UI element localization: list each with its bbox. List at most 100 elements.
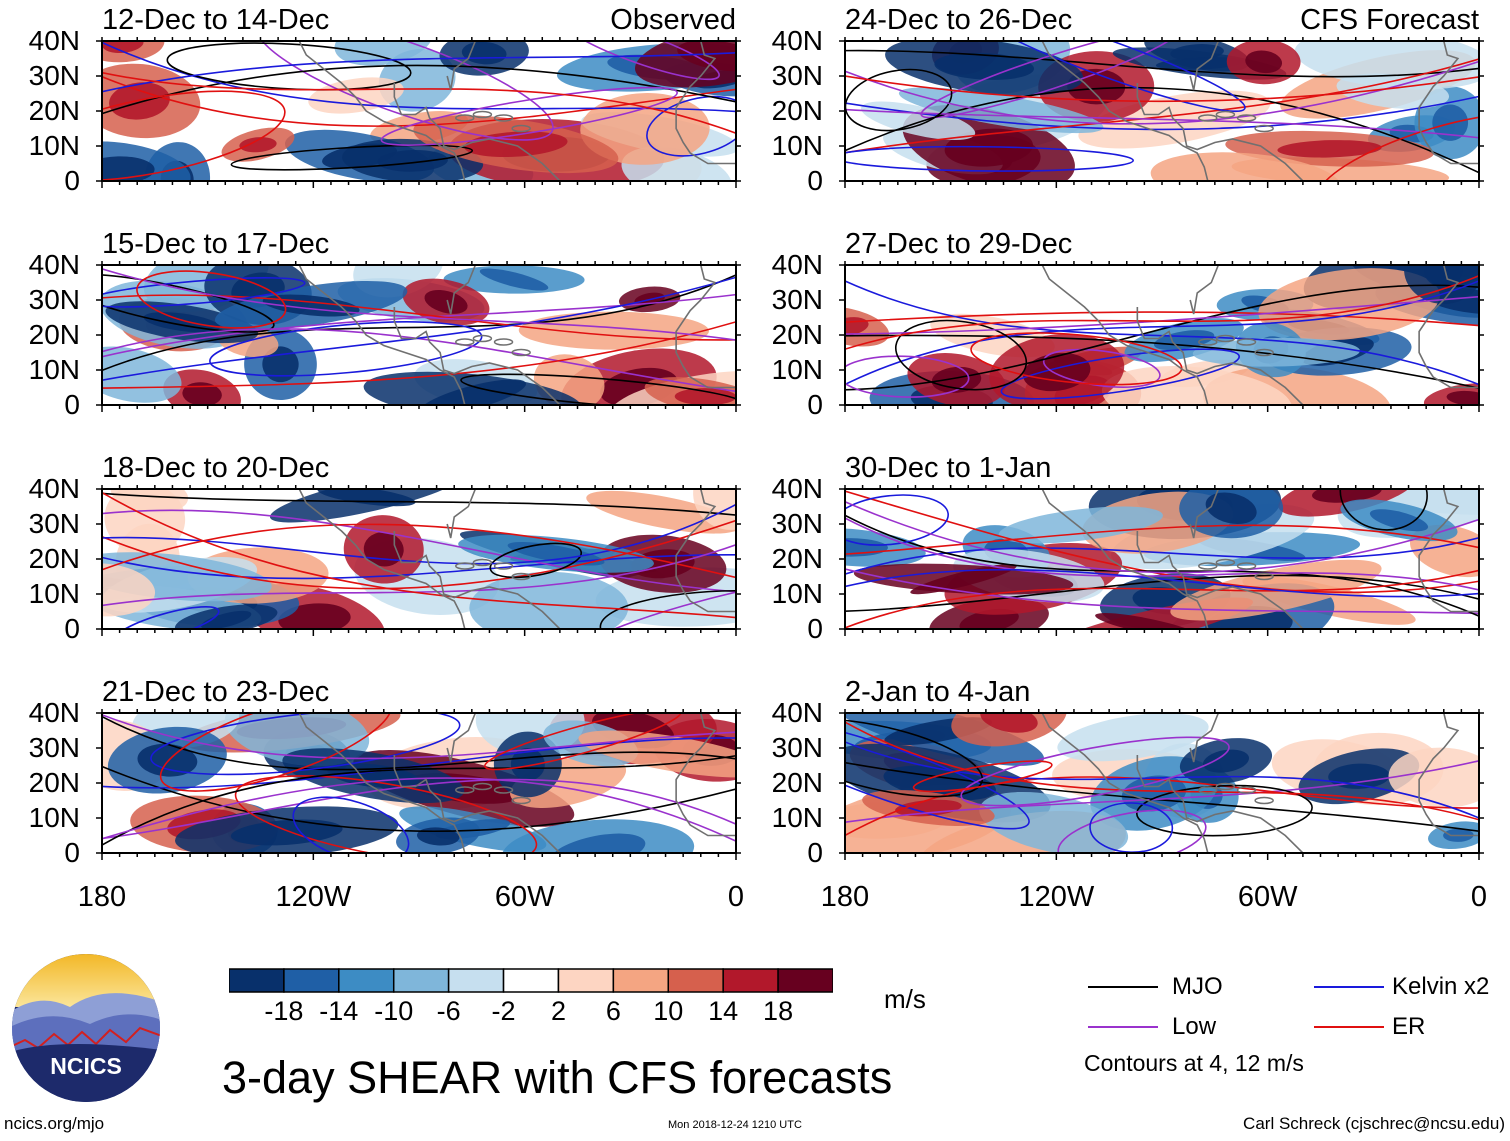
island — [1198, 786, 1218, 794]
contour-low — [102, 268, 736, 341]
contour-kelvin — [845, 280, 1479, 386]
colorbar-tick-label: 6 — [605, 996, 621, 1026]
lat-label: 30N — [28, 508, 80, 539]
contour-kelvin — [845, 568, 1479, 598]
island — [472, 782, 493, 791]
contour-mjo — [102, 492, 736, 516]
contour-er — [159, 713, 393, 792]
lat-label: 10N — [771, 802, 823, 833]
contour-low — [563, 577, 736, 629]
coastline — [393, 83, 561, 181]
contour-low — [102, 293, 736, 358]
coastline — [1189, 489, 1220, 539]
shear-anomaly-blob — [580, 93, 710, 165]
contour-er — [845, 75, 1479, 103]
lat-label: 20N — [771, 543, 823, 574]
colorbar-tick-label: -2 — [491, 996, 516, 1026]
colorbar-swatch — [229, 968, 285, 993]
legend-label-low: Low — [1172, 1013, 1217, 1040]
contour-kelvin — [1000, 348, 1240, 400]
lat-label: 20N — [771, 95, 823, 126]
island — [1198, 562, 1218, 570]
shear-anomaly-core — [1277, 140, 1382, 158]
lat-label: 20N — [28, 95, 80, 126]
island — [472, 110, 493, 119]
panel-title-6: 27-Dec to 29-Dec — [845, 228, 1073, 260]
contour-mjo — [1339, 489, 1428, 531]
shear-anomaly-core — [1202, 749, 1250, 773]
shear-anomaly-core — [182, 382, 222, 405]
lat-label: 0 — [64, 613, 80, 644]
contour-kelvin — [845, 280, 1479, 386]
lat-label: 10N — [771, 130, 823, 161]
author-credit: Carl Schreck (cjschrec@ncsu.edu) — [1243, 1114, 1505, 1133]
shear-panel-2 — [102, 265, 736, 405]
contour-mjo — [845, 574, 1479, 612]
legend-label-er: ER — [1392, 1013, 1426, 1040]
contour-kelvin — [102, 51, 736, 93]
coastline — [446, 41, 477, 91]
colorbar-tick-label: 14 — [708, 996, 739, 1026]
contour-er — [102, 76, 736, 127]
panel-title-1: 12-Dec to 14-Dec — [102, 4, 330, 36]
lat-label: 30N — [771, 732, 823, 763]
lat-label: 0 — [807, 837, 823, 868]
shear-anomaly-blob — [110, 489, 189, 513]
lat-label: 10N — [771, 578, 823, 609]
colorbar-swatch — [338, 968, 395, 993]
contour-er — [845, 275, 1479, 350]
island — [1215, 334, 1236, 343]
contour-low — [1042, 348, 1161, 388]
contour-er — [845, 58, 1479, 154]
shear-anomaly-core — [201, 610, 252, 629]
shear-anomaly-core — [934, 52, 1035, 80]
contour-note: Contours at 4, 12 m/s — [1084, 1050, 1304, 1076]
lat-label: 20N — [771, 319, 823, 350]
panel-title-4: 21-Dec to 23-Dec — [102, 676, 330, 708]
site-url[interactable]: ncics.org/mjo — [4, 1114, 105, 1133]
island — [455, 114, 475, 122]
lat-label: 30N — [771, 508, 823, 539]
contour-er — [1315, 112, 1479, 181]
legend-line-er — [1314, 1026, 1384, 1028]
colorbar-tick-label: -14 — [319, 996, 359, 1026]
lat-label: 10N — [28, 802, 80, 833]
lat-label: 40N — [28, 25, 80, 56]
shear-anomaly-core — [137, 743, 198, 777]
shear-anomaly-core — [1369, 509, 1429, 532]
lat-label: 0 — [64, 837, 80, 868]
contour-kelvin — [102, 277, 306, 308]
lat-label: 0 — [807, 613, 823, 644]
legend-line-kelvin — [1314, 986, 1384, 988]
panel-title-7: 30-Dec to 1-Jan — [845, 452, 1052, 484]
contour-kelvin — [845, 494, 949, 546]
contour-low — [845, 760, 1479, 824]
contour-low — [845, 355, 970, 398]
contour-mjo — [845, 334, 1479, 389]
contour-low — [920, 41, 1179, 119]
panel-title-5: 24-Dec to 26-Dec — [845, 4, 1073, 36]
shear-panel-3 — [102, 489, 736, 629]
island — [511, 572, 531, 581]
island — [472, 334, 493, 343]
contour-mjo — [102, 273, 275, 333]
shear-anomaly-core — [1446, 390, 1479, 405]
shear-anomaly-core — [278, 603, 351, 629]
contour-low — [845, 501, 1479, 574]
contour-kelvin — [845, 95, 1479, 131]
contour-er — [102, 491, 736, 619]
lat-label: 10N — [771, 354, 823, 385]
contour-low — [102, 777, 736, 842]
coastline — [446, 265, 477, 315]
column-label-observed: Observed — [610, 4, 736, 36]
contour-er — [102, 519, 736, 590]
lat-label: 30N — [771, 284, 823, 315]
colorbar-swatch — [283, 968, 340, 993]
coastline — [1041, 265, 1209, 405]
coastline — [1418, 489, 1479, 613]
ncics-logo: NCICS — [12, 954, 160, 1102]
figure-title: 3-day SHEAR with CFS forecasts — [222, 1052, 893, 1103]
lon-label: 180 — [77, 881, 127, 913]
lat-label: 30N — [28, 284, 80, 315]
